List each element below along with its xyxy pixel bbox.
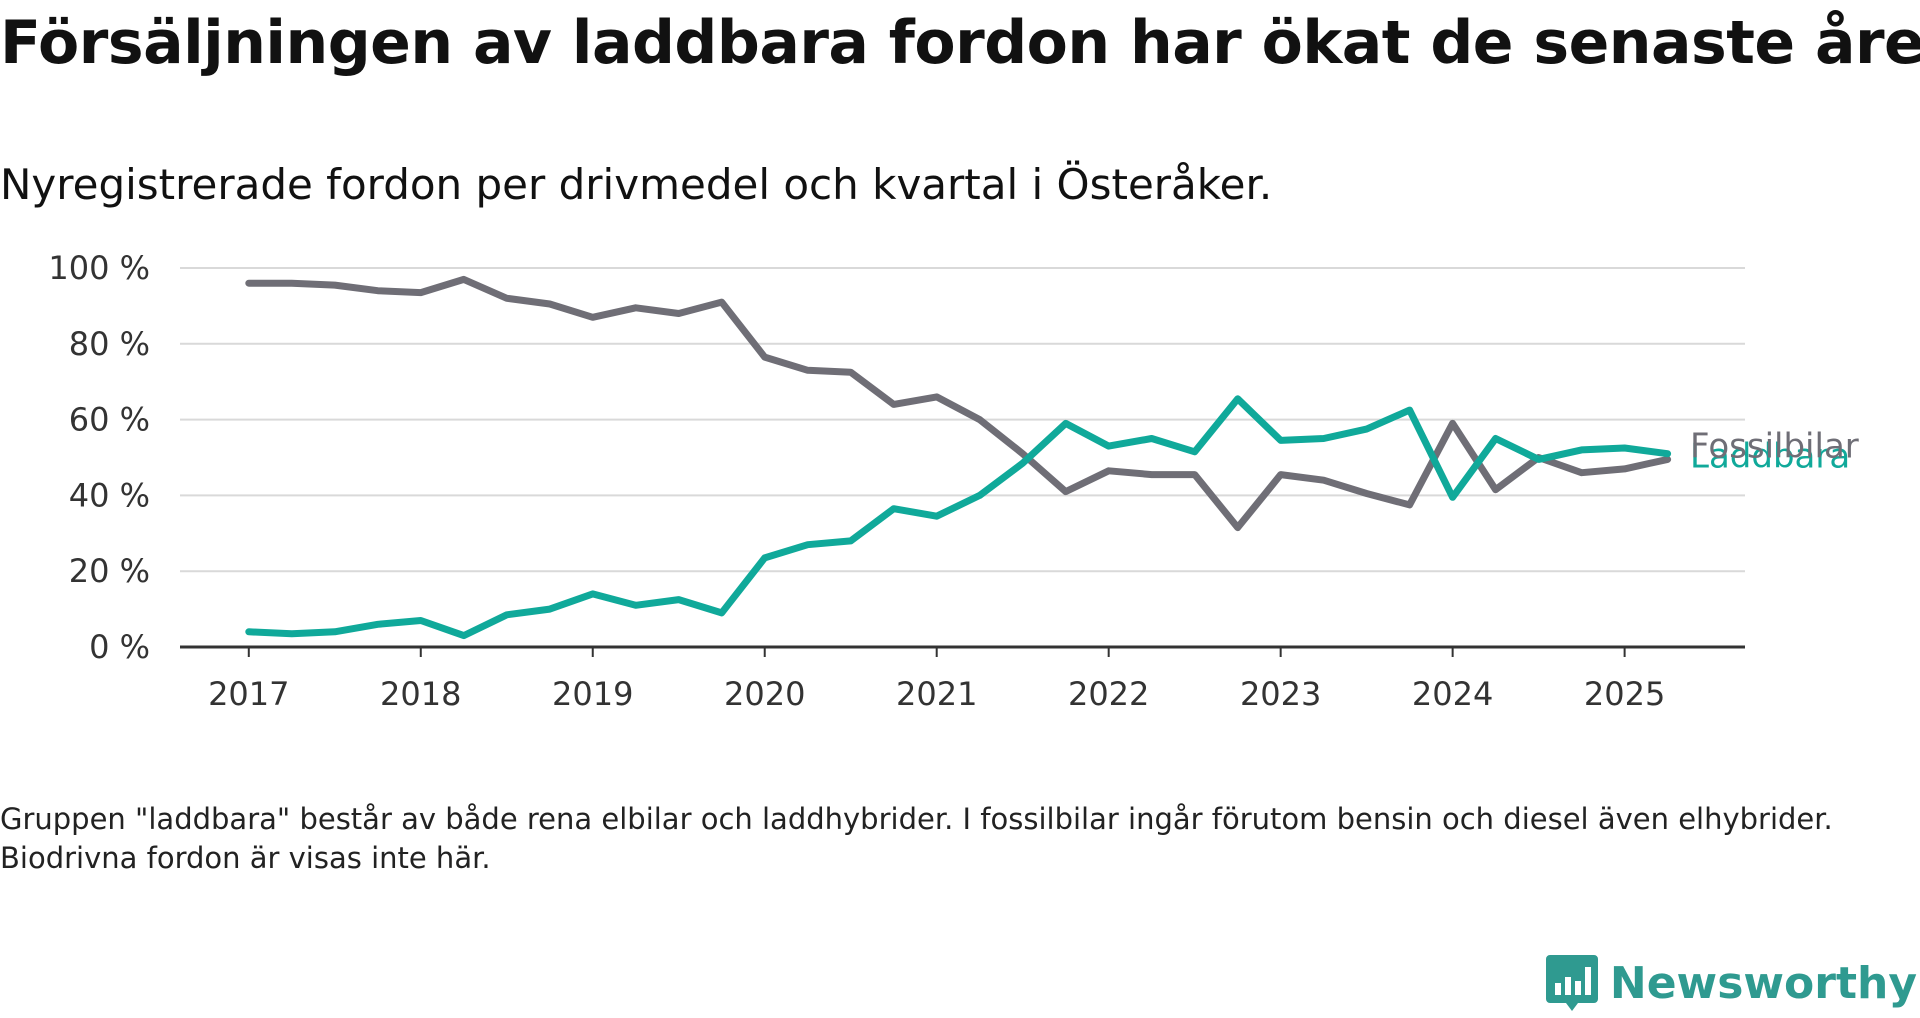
series-line-fossilbilar	[245, 275, 1672, 532]
y-tick-label: 0 %	[89, 628, 150, 666]
grid-lines	[180, 267, 1745, 573]
x-tick-label: 2017	[208, 675, 289, 713]
y-axis: 0 % 20 % 40 % 60 % 80 % 100 %	[48, 249, 150, 666]
series-label-fossilbilar: Fossilbilar	[1690, 426, 1859, 466]
y-tick-label: 40 %	[69, 476, 150, 514]
newsworthy-logo-icon	[1545, 955, 1598, 1011]
chart-subtitle: Nyregistrerade fordon per drivmedel och …	[0, 160, 1273, 209]
x-tick-label: 2024	[1412, 675, 1493, 713]
x-tick-label: 2023	[1240, 675, 1321, 713]
chart-title: Försäljningen av laddbara fordon har öka…	[0, 8, 1920, 78]
y-tick-label: 20 %	[69, 552, 150, 590]
x-tick-label: 2022	[1068, 675, 1149, 713]
series-line-laddbara	[245, 395, 1672, 640]
line-chart: 0 % 20 % 40 % 60 % 80 % 100 % 2017 2018 2019 202…	[48, 249, 1859, 713]
y-tick-label: 100 %	[48, 249, 150, 287]
x-tick-label: 2020	[724, 675, 805, 713]
x-tick-label: 2021	[896, 675, 977, 713]
brand-name: Newsworthy	[1609, 957, 1917, 1009]
brand-logo[interactable]: Newsworthy	[1545, 948, 1917, 1018]
series-label-laddbara: Laddbara	[1690, 437, 1850, 477]
y-tick-label: 80 %	[69, 325, 150, 363]
x-tick-label: 2025	[1584, 675, 1665, 713]
series-lines	[245, 275, 1672, 640]
x-tick-label: 2018	[380, 675, 461, 713]
x-axis: 2017 2018 2019 2020 2021 2022 2023 2024 2025	[180, 645, 1745, 713]
x-tick-label: 2019	[552, 675, 633, 713]
y-tick-label: 60 %	[69, 401, 150, 439]
footnote: Gruppen "laddbara" består av både rena e…	[0, 802, 1833, 875]
